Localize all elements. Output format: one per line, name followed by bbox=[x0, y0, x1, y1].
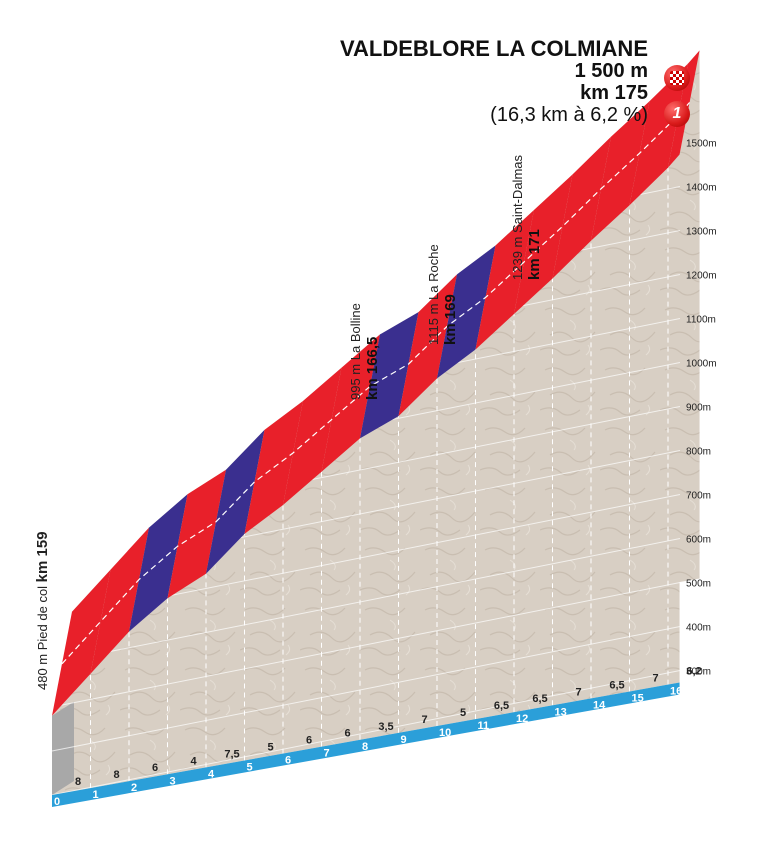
summit-name: VALDEBLORE LA COLMIANE bbox=[340, 36, 648, 61]
grid-line-h bbox=[51, 406, 681, 532]
start-label: 480 m Pied de col km 159 bbox=[34, 531, 51, 690]
labels-layer: 01234567891011121314151688647,55663,5756… bbox=[34, 155, 702, 808]
grid-line-h bbox=[51, 538, 681, 664]
gradient-label: 7 bbox=[421, 714, 427, 726]
y-tick-label: 1100m bbox=[686, 315, 716, 326]
waypoint-km: km 169 bbox=[442, 294, 459, 345]
waypoint-label: 1115 m La Roche bbox=[426, 244, 441, 345]
x-tick-label: 1 bbox=[93, 789, 99, 801]
gradient-label: 7 bbox=[652, 673, 658, 685]
x-tick-label: 14 bbox=[593, 699, 606, 711]
gradient-label: 8 bbox=[75, 776, 81, 788]
x-tick-label: 16 bbox=[670, 686, 682, 698]
grid-line-h bbox=[51, 142, 681, 268]
x-tick-label: 15 bbox=[632, 693, 644, 705]
x-tick-label: 4 bbox=[208, 768, 215, 780]
summit-gradient: (16,3 km à 6,2 %) bbox=[490, 104, 648, 126]
gradient-label: 8 bbox=[113, 769, 119, 781]
gradient-label: 3,5 bbox=[378, 721, 393, 733]
x-tick-label: 3 bbox=[170, 775, 176, 787]
gradient-label: 6 bbox=[344, 728, 350, 740]
summit-km: km 175 bbox=[580, 82, 648, 104]
summit-altitude: 1 500 m bbox=[574, 60, 648, 82]
y-tick-label: 300m bbox=[686, 667, 711, 678]
waypoint-km: km 166,5 bbox=[364, 337, 381, 400]
gradient-label: 6 bbox=[306, 735, 312, 747]
road-segment bbox=[398, 274, 457, 417]
x-tick-label: 13 bbox=[555, 706, 567, 718]
y-tick-label: 600m bbox=[686, 535, 711, 546]
base-strip bbox=[52, 682, 680, 807]
road-segment bbox=[52, 569, 111, 716]
x-tick-label: 8 bbox=[362, 741, 368, 753]
gradient-label: 7 bbox=[575, 686, 581, 698]
waypoint-km: km 171 bbox=[526, 229, 543, 280]
gradient-label: 6 bbox=[152, 762, 158, 774]
waypoint-label: 1239 m Saint-Dalmas bbox=[510, 155, 525, 280]
terrain-front bbox=[52, 154, 680, 795]
gradient-label: 6,5 bbox=[532, 693, 547, 705]
y-tick-label: 500m bbox=[686, 579, 711, 590]
category-badge-icon: 1 bbox=[664, 101, 690, 127]
road-segment bbox=[475, 210, 534, 350]
y-tick-label: 800m bbox=[686, 447, 711, 458]
grid-line-h bbox=[51, 626, 681, 752]
grid-line-h bbox=[51, 670, 681, 796]
summit-info: VALDEBLORE LA COLMIANE 1 500 m km 175 (1… bbox=[340, 36, 648, 127]
road-segment bbox=[283, 367, 342, 505]
y-tick-label: 400m bbox=[686, 623, 711, 634]
x-tick-label: 12 bbox=[516, 713, 528, 725]
x-tick-label: 10 bbox=[439, 727, 451, 739]
gradient-label: 6,5 bbox=[609, 679, 624, 691]
base-strip-layer bbox=[52, 682, 680, 807]
y-tick-label: 1400m bbox=[686, 183, 717, 194]
road-segment bbox=[129, 494, 188, 632]
road-segment bbox=[167, 469, 226, 599]
y-tick-label: 1200m bbox=[686, 271, 717, 282]
road-segment bbox=[591, 101, 650, 241]
road-segment bbox=[437, 245, 496, 379]
x-tick-label: 7 bbox=[324, 748, 330, 760]
grid-line-h bbox=[51, 582, 681, 708]
y-tick-label: 1300m bbox=[686, 227, 717, 238]
road-ribbon-layer bbox=[52, 50, 700, 716]
x-tick-label: 5 bbox=[247, 762, 253, 774]
gradient-label: 5 bbox=[460, 707, 466, 719]
road-segment bbox=[206, 429, 265, 574]
x-tick-label: 9 bbox=[401, 734, 407, 746]
gradient-label: 5 bbox=[267, 742, 273, 754]
road-segment bbox=[360, 312, 419, 439]
x-tick-label: 6 bbox=[285, 755, 291, 767]
gradient-label: 7,5 bbox=[224, 748, 239, 760]
gradient-label: 4 bbox=[190, 755, 197, 767]
x-tick-label: 0 bbox=[54, 796, 60, 808]
waypoint-label: 995 m La Bolline bbox=[348, 303, 363, 400]
y-tick-label: 900m bbox=[686, 403, 711, 414]
gradient-label: 6,5 bbox=[494, 700, 509, 712]
y-tick-label: 1500m bbox=[686, 139, 717, 150]
y-tick-label: 700m bbox=[686, 491, 711, 502]
grid-line-h bbox=[51, 274, 681, 400]
y-tick-label: 1000m bbox=[686, 359, 717, 370]
gradient-label: 6,2 bbox=[686, 666, 701, 678]
checkered-flag-icon bbox=[664, 65, 690, 91]
x-tick-label: 2 bbox=[131, 782, 137, 794]
x-tick-label: 11 bbox=[478, 720, 490, 732]
